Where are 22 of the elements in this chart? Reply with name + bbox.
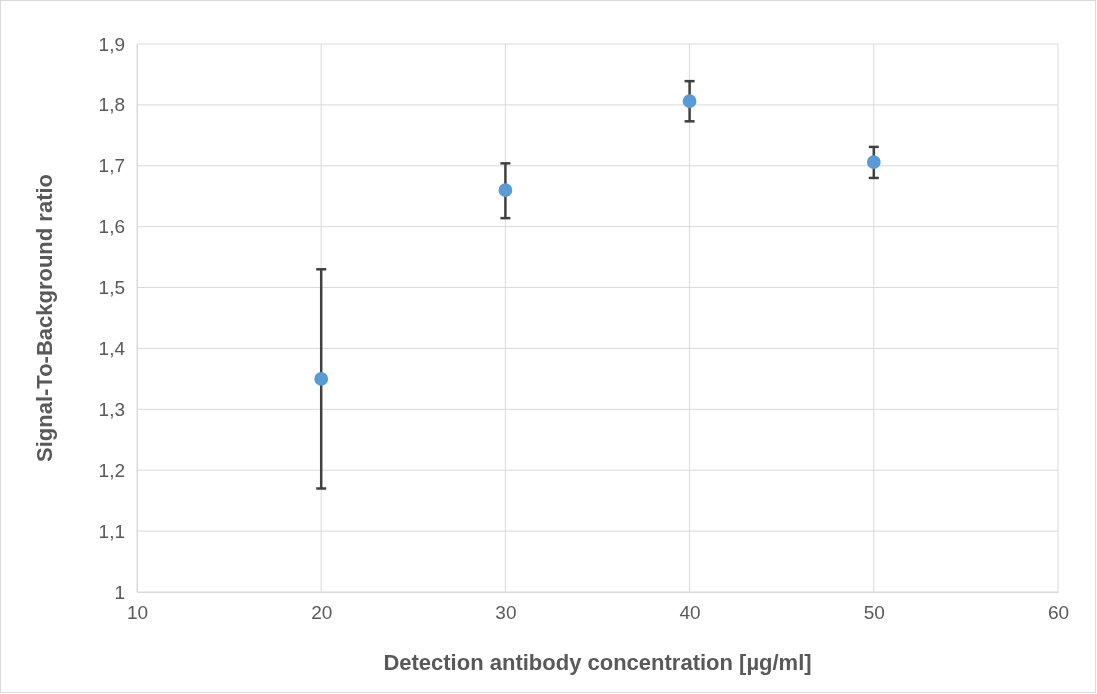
y-tick-label: 1,2 — [98, 459, 125, 481]
y-tick-label: 1,7 — [98, 155, 125, 177]
point — [498, 183, 513, 198]
x-tick-label: 20 — [311, 602, 333, 624]
x-tick-label: 10 — [126, 602, 149, 624]
x-tick-label: 60 — [1047, 602, 1070, 624]
y-tick-label: 1,4 — [98, 338, 126, 360]
y-tick-label: 1,6 — [98, 216, 125, 238]
y-tick-label: 1,3 — [98, 398, 125, 420]
x-tick-label: 30 — [495, 602, 517, 624]
point — [682, 94, 697, 109]
x-tick-label: 50 — [863, 602, 885, 624]
point — [866, 155, 881, 170]
point — [314, 371, 329, 386]
y-tick-label: 1,1 — [98, 520, 125, 542]
x-axis-title: Detection antibody concentration [µg/ml] — [383, 650, 812, 675]
y-tick-label: 1,8 — [98, 94, 125, 116]
y-tick-label: 1,9 — [98, 33, 125, 55]
x-tick-label: 40 — [679, 602, 701, 624]
y-tick-label: 1,5 — [98, 277, 125, 299]
y-axis-title: Signal-To-Background ratio — [32, 173, 57, 463]
y-tick-label: 1 — [114, 581, 125, 603]
